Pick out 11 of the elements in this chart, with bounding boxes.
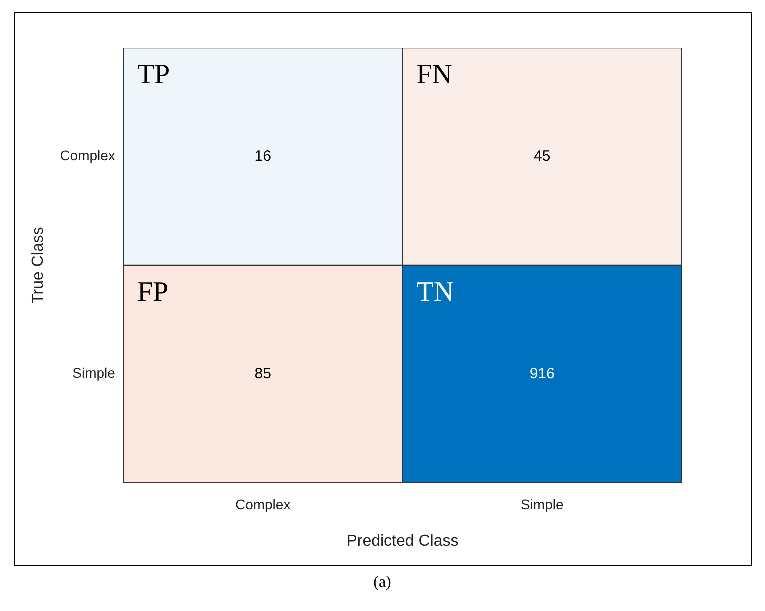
data-label: 16	[254, 148, 272, 165]
x-axis-title: Predicted Class	[346, 532, 459, 550]
data-label: 85	[254, 365, 272, 382]
annotation: FP	[137, 276, 169, 308]
y-axis-title: True Class	[30, 227, 48, 304]
data-label: 45	[534, 148, 551, 165]
annotation: TN	[416, 276, 454, 308]
annotation: TP	[137, 59, 170, 90]
data-label: 916	[530, 365, 555, 382]
annotation: FN	[416, 59, 453, 90]
text: (a)	[372, 574, 392, 592]
